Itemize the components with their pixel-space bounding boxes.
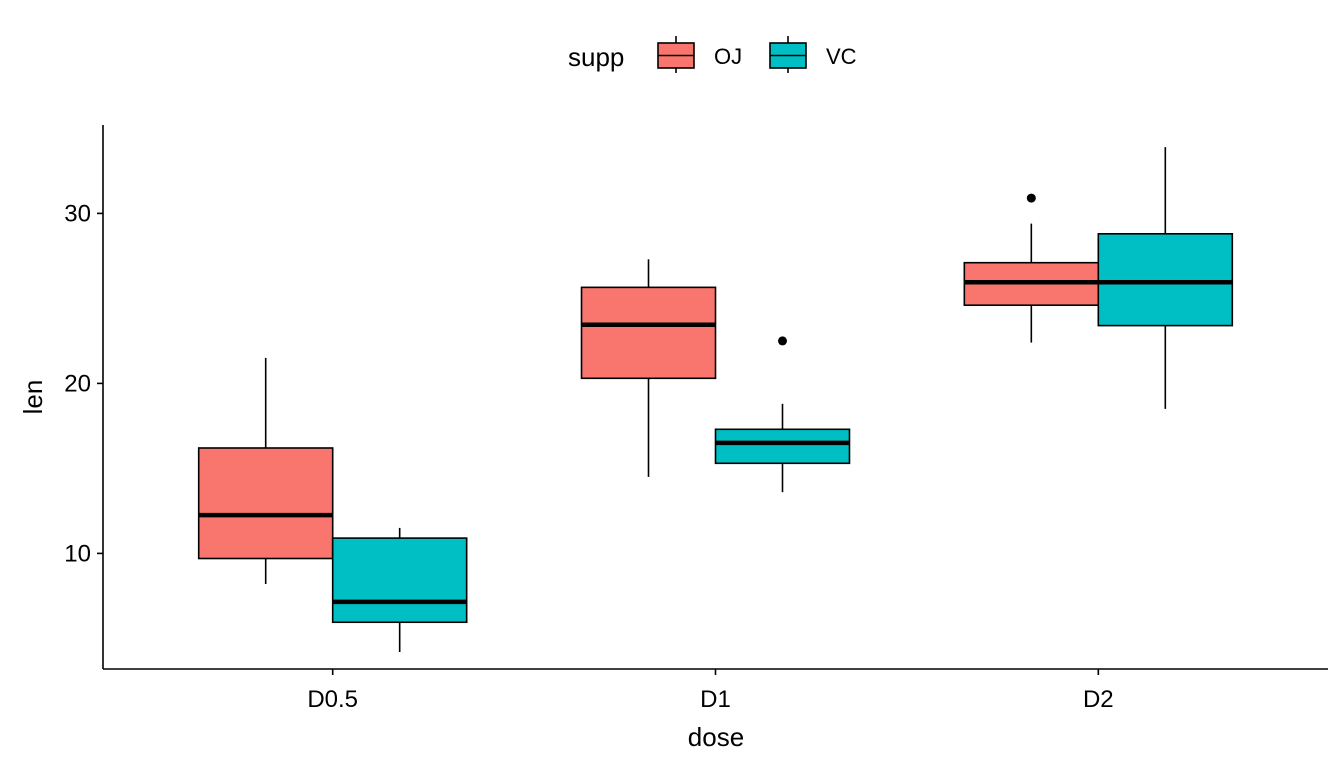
legend-items: OJ VC (657, 36, 857, 73)
y-tick-label-20: 20 (64, 370, 91, 397)
y-tick-label-30: 30 (64, 200, 91, 227)
box-body (580, 286, 717, 380)
box-VC-D1 (714, 336, 851, 493)
legend-label-VC: VC (826, 44, 857, 69)
box-body (714, 428, 851, 465)
x-tick-label-D1: D1 (700, 686, 731, 713)
legend-label-OJ: OJ (714, 44, 742, 69)
y-axis: 10 20 30 (64, 200, 103, 567)
box-body (331, 537, 468, 624)
x-tick-label-D0.5: D0.5 (307, 686, 358, 713)
box-OJ-D0.5 (197, 357, 334, 584)
legend-item-OJ: OJ (657, 36, 742, 73)
outlier-point-0 (1026, 193, 1036, 203)
axes: 10 20 30 D0.5 D1 D2 (64, 125, 1328, 713)
box-VC-D0.5 (331, 527, 468, 652)
box-OJ-D2 (963, 193, 1100, 343)
box-VC-D2 (1097, 147, 1234, 409)
y-tick-label-10: 10 (64, 540, 91, 567)
legend-title: supp (568, 42, 624, 72)
plot-area (197, 147, 1234, 652)
x-tick-label-D2: D2 (1083, 686, 1114, 713)
y-axis-title: len (18, 380, 48, 415)
legend: supp OJ VC (568, 36, 857, 73)
legend-item-VC: VC (769, 36, 857, 73)
box-body (1097, 233, 1234, 327)
box-OJ-D1 (580, 259, 717, 477)
x-axis: D0.5 D1 D2 (307, 669, 1114, 713)
box-body (197, 447, 334, 560)
outlier-point-0 (777, 336, 787, 346)
x-axis-title: dose (688, 722, 744, 752)
